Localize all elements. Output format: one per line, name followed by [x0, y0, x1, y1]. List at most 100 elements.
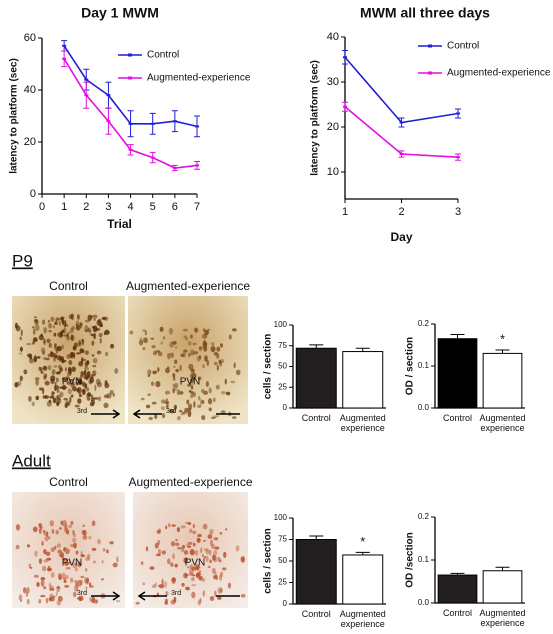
- cell: [184, 407, 189, 414]
- cell: [160, 399, 166, 404]
- cell: [202, 523, 208, 530]
- x-axis-label: Trial: [107, 217, 132, 231]
- cell: [197, 538, 200, 542]
- cell: [76, 580, 83, 587]
- cell: [150, 337, 155, 340]
- y-axis-label: cells / section: [263, 334, 274, 400]
- cell: [62, 329, 65, 333]
- cell: [53, 356, 57, 362]
- cell: [174, 382, 179, 389]
- y-tick-label: 0: [283, 403, 288, 412]
- cell: [58, 576, 62, 580]
- cell: [85, 568, 88, 572]
- cell: [142, 329, 146, 332]
- chart-title: MWM all three days: [360, 5, 490, 21]
- cell: [53, 365, 58, 368]
- cell: [69, 577, 74, 583]
- cell: [159, 583, 165, 589]
- bar: [437, 574, 478, 604]
- cell: [207, 398, 213, 405]
- cell: [63, 326, 66, 334]
- cell: [48, 322, 52, 329]
- cell: [73, 591, 77, 598]
- cell: [197, 600, 201, 606]
- cell: [79, 348, 84, 354]
- cell: [81, 338, 84, 342]
- cell: [38, 522, 43, 528]
- cell: [28, 395, 32, 402]
- cell: [88, 379, 93, 385]
- cell: [218, 359, 222, 365]
- cell: [219, 574, 223, 581]
- cell: [62, 378, 66, 381]
- y-tick-label: 0.0: [418, 598, 430, 607]
- cell: [109, 541, 114, 545]
- cell: [64, 546, 67, 550]
- cell: [86, 387, 90, 392]
- cell: [42, 365, 48, 371]
- cell: [64, 319, 67, 327]
- cell: [91, 354, 95, 357]
- cell: [83, 369, 87, 377]
- cell: [104, 379, 108, 386]
- cell: [76, 388, 80, 392]
- x-tick-label: 6: [172, 201, 178, 213]
- cell: [62, 577, 67, 580]
- cell: [161, 578, 164, 586]
- cell: [77, 597, 82, 600]
- cell: [87, 397, 91, 401]
- cell: [66, 381, 72, 385]
- legend-marker: [128, 53, 132, 57]
- x-axis-label: Day: [390, 230, 412, 244]
- cell: [105, 351, 109, 357]
- bar: [482, 352, 523, 409]
- cell: [164, 390, 171, 395]
- cell: [65, 574, 69, 580]
- cell: [189, 572, 193, 576]
- cell: [64, 367, 67, 372]
- cell: [188, 341, 192, 346]
- region-label: PVN: [62, 377, 83, 388]
- cell: [51, 528, 55, 534]
- cell: [219, 343, 223, 348]
- cell: [227, 582, 232, 589]
- cell: [213, 537, 219, 541]
- cell: [196, 573, 202, 576]
- cell: [51, 588, 55, 591]
- cell: [233, 362, 236, 369]
- cell: [135, 601, 140, 605]
- cell: [187, 410, 192, 418]
- bar: [437, 338, 478, 409]
- cell: [189, 528, 193, 533]
- cell: [92, 370, 97, 376]
- cell: [36, 356, 41, 359]
- cell: [46, 557, 52, 561]
- cell: [72, 386, 77, 392]
- line: [344, 106, 459, 158]
- cell: [172, 340, 177, 345]
- cell: [187, 541, 193, 545]
- cell: [222, 567, 227, 571]
- cell: [183, 557, 189, 564]
- cell: [38, 599, 42, 604]
- cell: [32, 526, 38, 533]
- cell: [165, 398, 169, 405]
- cell: [191, 577, 195, 582]
- cell: [191, 566, 197, 571]
- cell: [76, 314, 80, 320]
- cell: [98, 332, 103, 338]
- cell: [57, 549, 63, 554]
- cell: [149, 566, 155, 570]
- x-tick-label: 0: [39, 201, 45, 213]
- cell: [173, 404, 178, 410]
- x-tick-label: 1: [342, 206, 348, 218]
- marker: [150, 122, 155, 125]
- cell: [45, 531, 49, 537]
- cell: [240, 594, 246, 598]
- cell: [80, 575, 85, 579]
- cell: [15, 544, 20, 550]
- cell: [42, 565, 47, 572]
- cell: [157, 367, 160, 373]
- cell: [205, 555, 209, 562]
